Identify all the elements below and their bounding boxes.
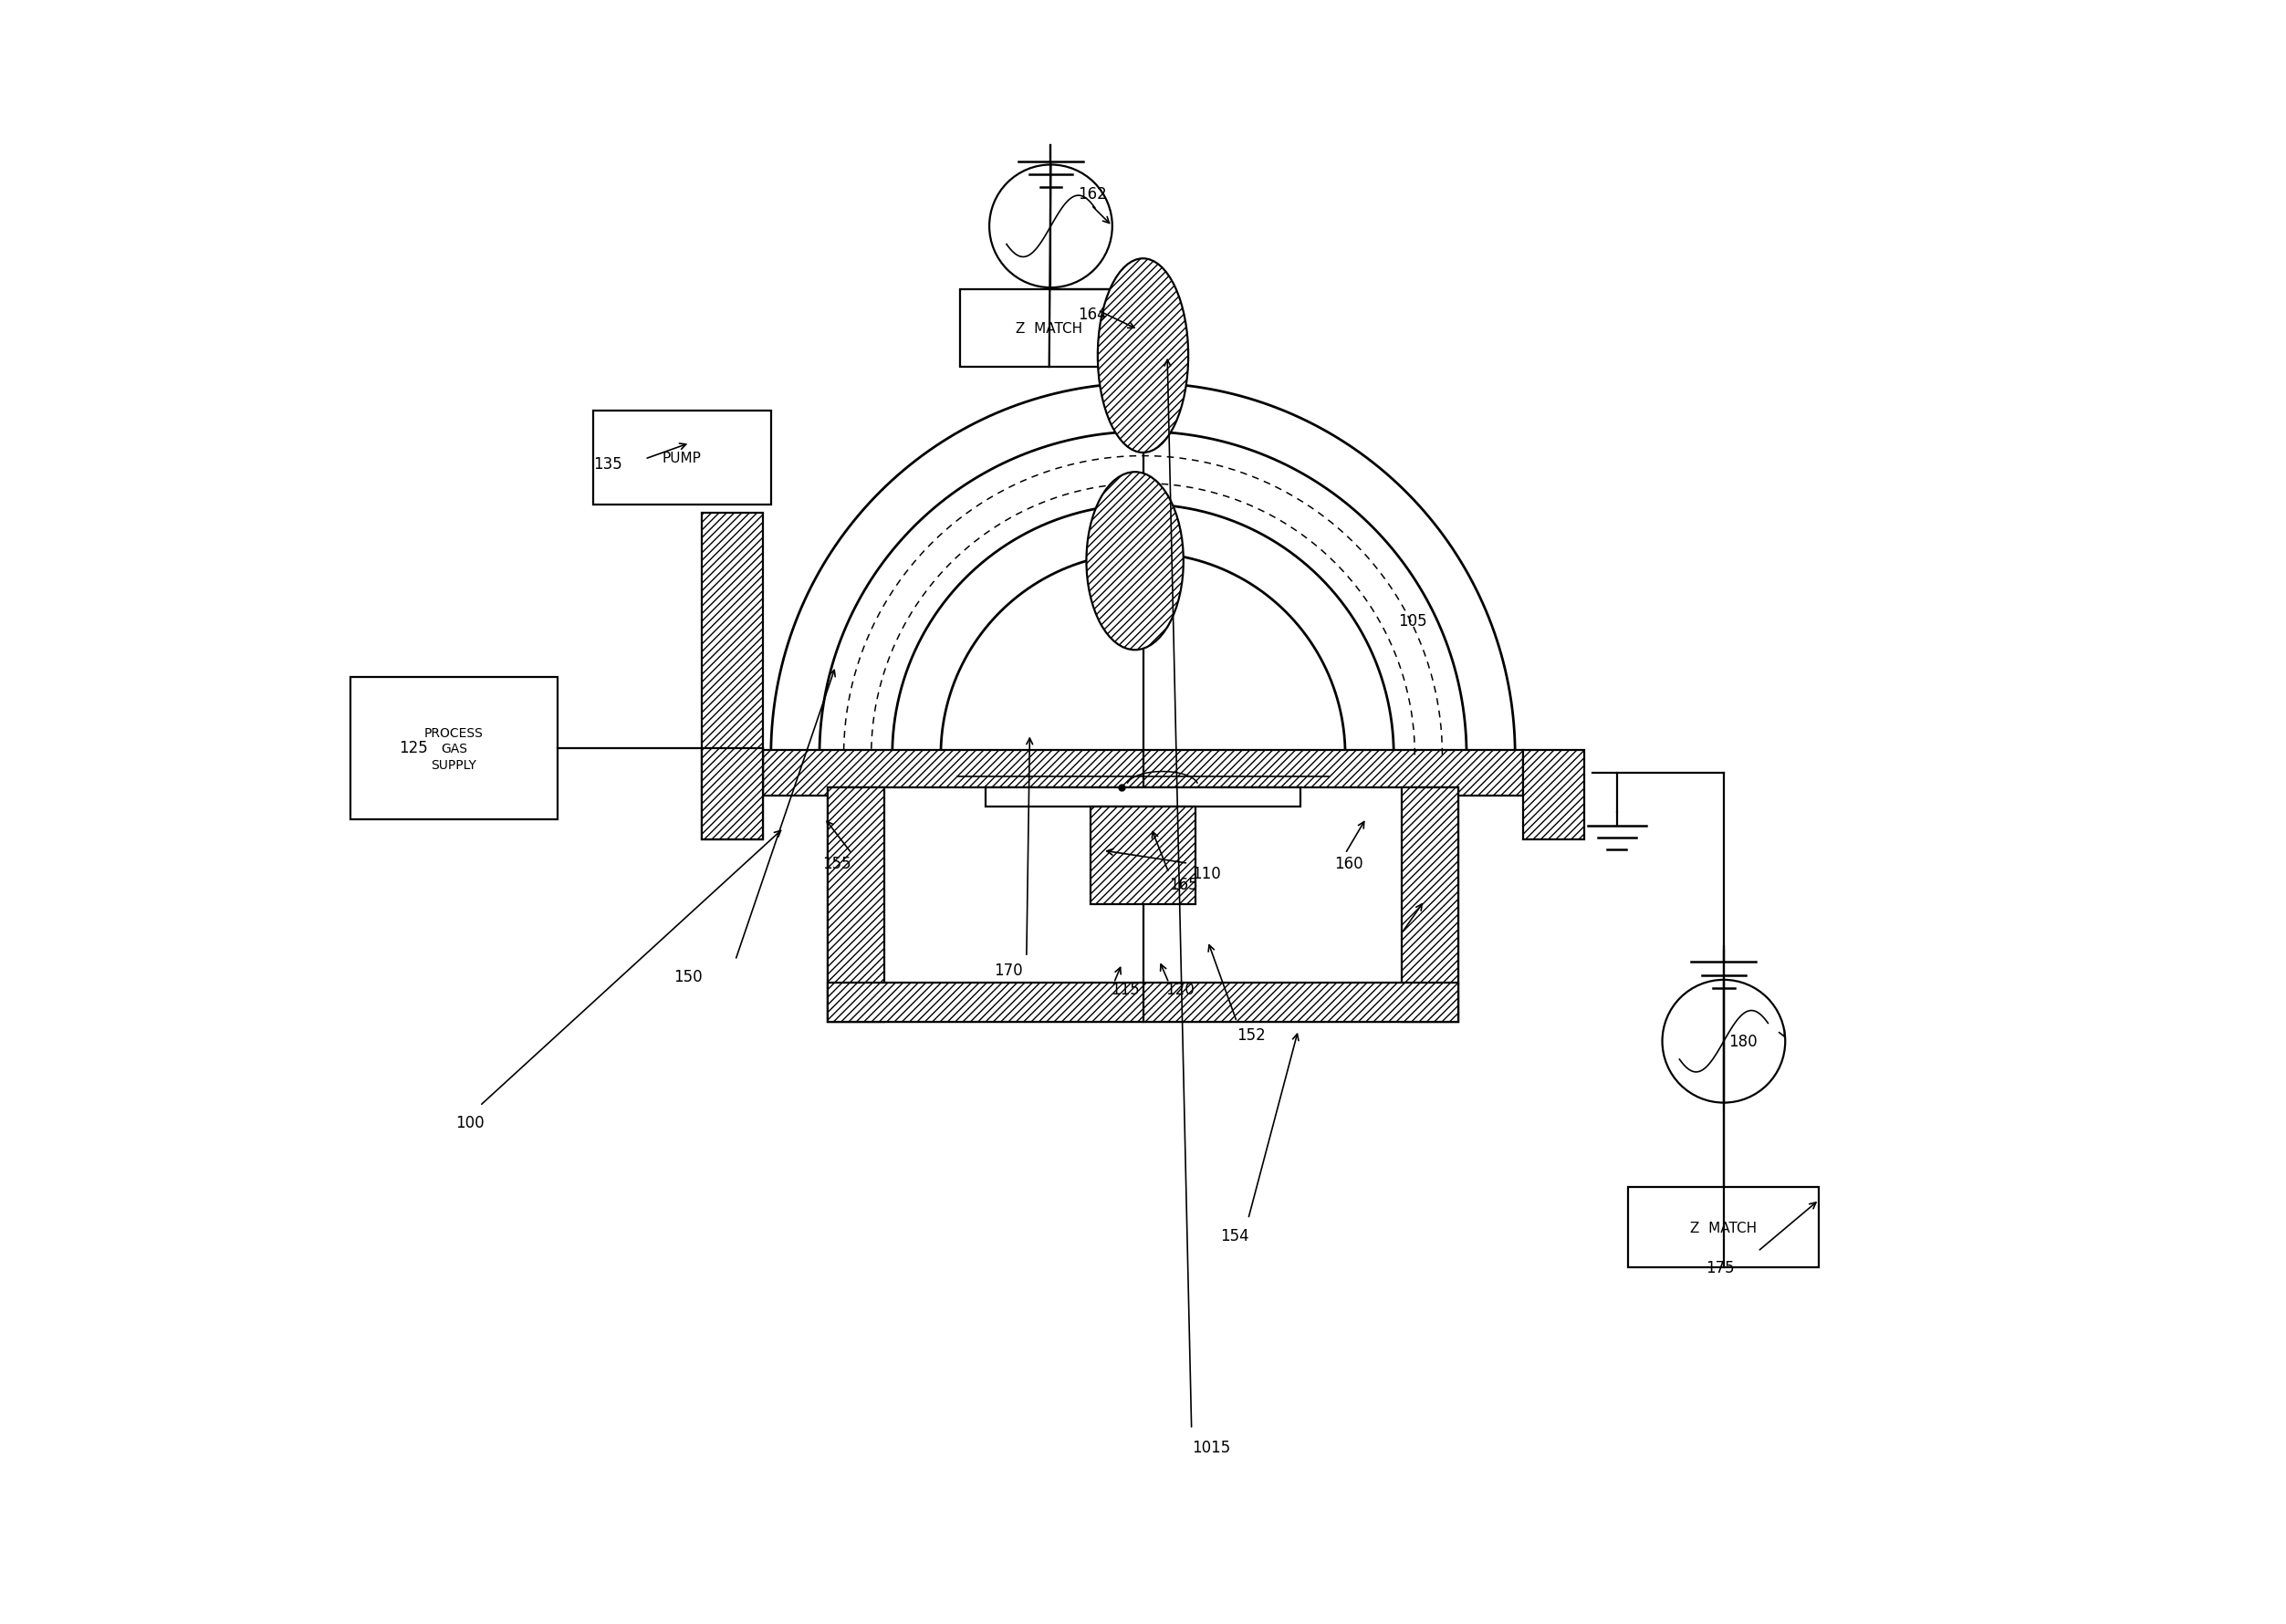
Bar <box>764 750 1522 796</box>
Text: 160: 160 <box>1335 856 1362 872</box>
Ellipse shape <box>1086 473 1184 650</box>
Ellipse shape <box>1097 260 1189 453</box>
Text: 180: 180 <box>1728 1033 1758 1049</box>
Text: 152: 152 <box>1237 1026 1266 1043</box>
Text: Z  MATCH: Z MATCH <box>1689 1221 1758 1234</box>
Bar <box>828 983 1458 1021</box>
Bar <box>1401 788 1458 1021</box>
Text: 125: 125 <box>398 739 427 755</box>
Bar <box>828 788 885 1021</box>
Text: PUMP: PUMP <box>663 451 702 464</box>
Text: Z  MATCH: Z MATCH <box>1015 322 1084 336</box>
Polygon shape <box>770 383 1516 755</box>
Polygon shape <box>892 505 1394 755</box>
Bar <box>702 513 764 840</box>
Text: 162: 162 <box>1079 187 1106 203</box>
Text: 154: 154 <box>1221 1228 1250 1244</box>
Text: 100: 100 <box>455 1114 485 1130</box>
Bar <box>350 677 558 820</box>
Text: 175: 175 <box>1705 1260 1735 1276</box>
Bar <box>592 411 770 505</box>
Text: 135: 135 <box>592 456 622 473</box>
Text: 110: 110 <box>1191 866 1221 882</box>
Text: PROCESS
GAS
SUPPLY: PROCESS GAS SUPPLY <box>425 726 482 771</box>
Bar <box>828 788 1458 1021</box>
Text: 120: 120 <box>1166 981 1196 999</box>
Bar <box>1090 807 1196 905</box>
Bar <box>1522 750 1584 840</box>
Text: 150: 150 <box>674 968 702 986</box>
Text: 155: 155 <box>823 856 853 872</box>
Text: 1015: 1015 <box>1191 1439 1230 1455</box>
Bar <box>960 291 1138 367</box>
Text: 165: 165 <box>1168 877 1198 893</box>
Bar <box>702 750 764 840</box>
Bar <box>1628 1187 1820 1268</box>
Text: 170: 170 <box>994 961 1024 979</box>
Bar <box>985 788 1301 807</box>
Text: 105: 105 <box>1399 612 1426 630</box>
Text: 115: 115 <box>1111 981 1141 999</box>
Text: 164: 164 <box>1079 305 1106 322</box>
